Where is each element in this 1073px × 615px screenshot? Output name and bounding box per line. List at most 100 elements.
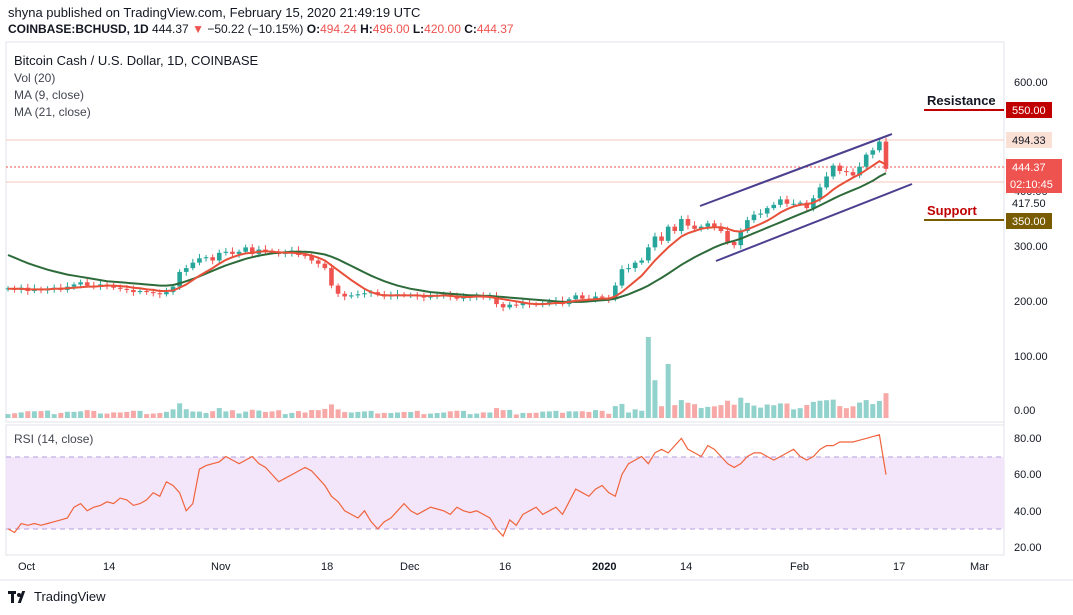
volume-bar bbox=[685, 402, 691, 418]
ma21-line bbox=[7, 172, 887, 303]
volume-bar bbox=[705, 406, 711, 418]
chart-title[interactable]: Bitcoin Cash / U.S. Dollar, 1D, COINBASE bbox=[14, 53, 259, 68]
main-pane-frame bbox=[5, 41, 1005, 423]
volume-bar bbox=[474, 413, 480, 418]
volume-bar bbox=[401, 411, 407, 418]
volume-bar bbox=[777, 403, 783, 418]
candle-body bbox=[613, 285, 618, 300]
low-price-label: 417.50 bbox=[1012, 198, 1046, 210]
volume-bar bbox=[381, 412, 387, 418]
candle-body bbox=[817, 187, 823, 199]
volume-bar bbox=[104, 413, 110, 418]
candle-body bbox=[626, 268, 631, 270]
volume-bar bbox=[421, 414, 427, 418]
candle-body bbox=[348, 295, 354, 297]
volume-bar bbox=[427, 413, 433, 418]
volume-bar bbox=[31, 411, 37, 418]
volume-bar bbox=[599, 410, 605, 418]
volume-bar bbox=[203, 413, 209, 418]
tradingview-logo[interactable]: TradingView bbox=[8, 589, 106, 604]
open-price-label: 494.33 bbox=[1012, 135, 1046, 147]
volume-bar bbox=[494, 408, 500, 418]
candle-body bbox=[362, 293, 367, 295]
y-tick: 600.00 bbox=[1014, 77, 1048, 89]
price-axis[interactable]: 600.00 400.00 300.00 200.00 100.00 0.00 bbox=[1014, 77, 1048, 417]
volume-bar bbox=[196, 411, 202, 418]
volume-bar bbox=[348, 412, 354, 418]
candle-body bbox=[784, 199, 790, 204]
volume-bar bbox=[797, 408, 803, 418]
volume-bar bbox=[771, 405, 777, 418]
volume-bar bbox=[269, 411, 275, 418]
legend-vol[interactable]: Vol (20) bbox=[14, 71, 56, 85]
x-tick: Feb bbox=[790, 561, 809, 573]
candle-body bbox=[117, 287, 123, 289]
rsi-tick: 20.00 bbox=[1014, 542, 1042, 554]
candle-body bbox=[771, 204, 777, 209]
volume-bar bbox=[731, 404, 737, 418]
candle-body bbox=[863, 154, 869, 167]
volume-bar bbox=[183, 409, 189, 418]
rsi-axis[interactable]: 80.00 60.00 40.00 20.00 bbox=[1014, 433, 1042, 554]
x-tick: 17 bbox=[893, 561, 905, 573]
candle-body bbox=[778, 199, 783, 205]
volume-bar bbox=[883, 393, 889, 418]
volume-bar bbox=[216, 408, 222, 418]
candle-body bbox=[131, 289, 136, 293]
volume-bar bbox=[45, 410, 51, 418]
candle-body bbox=[507, 304, 513, 308]
rsi-line bbox=[7, 434, 887, 538]
volume-bar bbox=[533, 412, 539, 418]
candle-body bbox=[797, 202, 803, 204]
volume-bar bbox=[784, 403, 790, 418]
volume-bar bbox=[309, 410, 315, 418]
low-label: L: bbox=[412, 22, 425, 36]
volume-bar bbox=[837, 406, 843, 418]
volume-bar bbox=[553, 410, 559, 418]
channel-lower-line bbox=[715, 183, 913, 262]
high-label: H: bbox=[360, 22, 373, 36]
brand-name: TradingView bbox=[34, 589, 106, 604]
legend-rsi[interactable]: RSI (14, close) bbox=[14, 432, 94, 446]
volume-bar bbox=[64, 411, 70, 418]
volume-bar bbox=[414, 410, 420, 418]
volume-bar bbox=[738, 397, 744, 418]
volume-layer bbox=[5, 337, 889, 418]
candle-body bbox=[665, 226, 671, 241]
candle-body bbox=[764, 208, 770, 214]
candle-body bbox=[375, 292, 380, 295]
legend-ma9[interactable]: MA (9, close) bbox=[14, 88, 85, 102]
candle-body bbox=[599, 296, 605, 298]
symbol-name[interactable]: COINBASE:BCHUSD, 1D bbox=[8, 22, 149, 36]
volume-bar bbox=[262, 411, 268, 418]
volume-bar bbox=[850, 406, 856, 418]
low-value: 420.00 bbox=[424, 22, 461, 36]
candle-body bbox=[243, 247, 248, 252]
volume-bar bbox=[375, 413, 381, 418]
volume-bar bbox=[461, 410, 467, 418]
candle-body bbox=[883, 141, 889, 169]
candle-body bbox=[342, 293, 347, 297]
volume-bar bbox=[546, 411, 552, 418]
candle-body bbox=[210, 257, 215, 261]
legend-ma21[interactable]: MA (21, close) bbox=[14, 105, 91, 119]
volume-bar bbox=[229, 410, 235, 418]
candle-body bbox=[672, 226, 678, 232]
candle-body bbox=[309, 256, 314, 261]
time-axis[interactable]: Oct 14 Nov 18 Dec 16 2020 14 Feb 17 Mar bbox=[18, 561, 989, 573]
candle-body bbox=[520, 303, 526, 306]
candle-body bbox=[137, 291, 143, 293]
y-tick: 300.00 bbox=[1014, 241, 1048, 253]
support-price-label: 350.00 bbox=[1012, 216, 1046, 228]
volume-bar bbox=[71, 411, 77, 418]
volume-bar bbox=[177, 403, 183, 418]
candle-body bbox=[5, 288, 11, 290]
candle-body bbox=[718, 226, 724, 232]
candle-body bbox=[705, 223, 711, 227]
volume-bar bbox=[97, 413, 103, 418]
x-tick: Mar bbox=[970, 561, 989, 573]
candle-body bbox=[71, 284, 77, 287]
y-tick: 200.00 bbox=[1014, 296, 1048, 308]
candle-body bbox=[249, 247, 255, 254]
